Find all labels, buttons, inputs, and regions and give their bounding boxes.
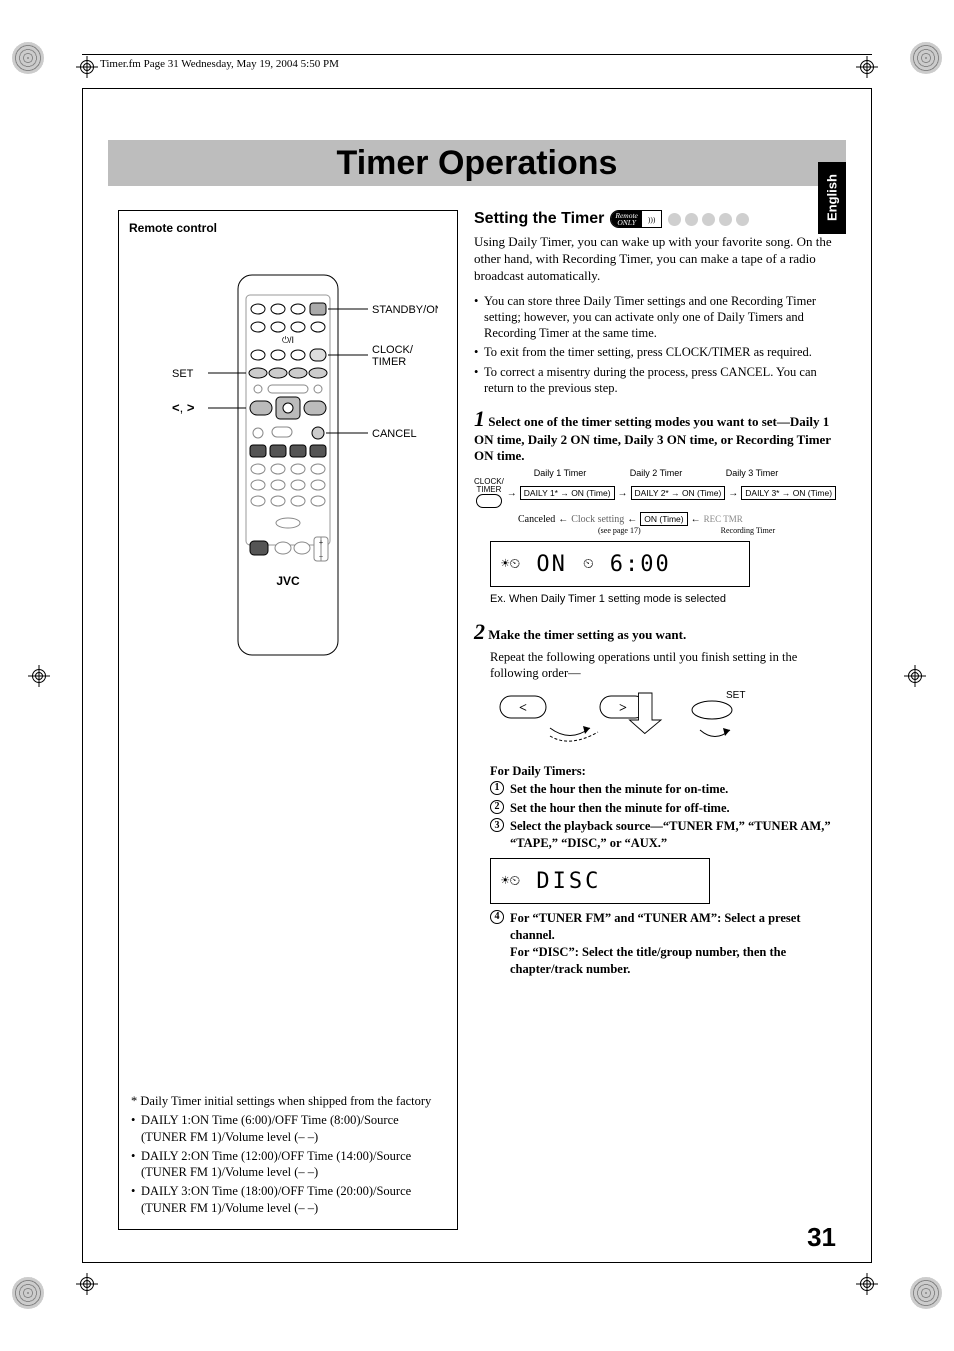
timer-mode-diagram: Daily 1 Timer Daily 2 Timer Daily 3 Time… [474,468,834,535]
crop-mark [12,42,44,74]
for-daily-label: For Daily Timers: [490,764,834,779]
list-item: To correct a misentry during the process… [474,364,834,397]
section-title-text: Setting the Timer [474,210,604,228]
svg-text:CANCEL: CANCEL [372,428,417,440]
timer-icon: ☀⏲ [501,873,520,889]
step-2: 2 Make the timer setting as you want. [474,619,834,645]
timer-icon: ☀⏲ [501,556,520,572]
registration-icon [76,1273,98,1295]
remote-control-box: Remote control ⏻/I [118,210,458,1230]
step-number: 1 [474,406,485,431]
step2-button-diagram: < > SET [490,688,834,756]
lcd-caption: Ex. When Daily Timer 1 setting mode is s… [490,593,834,605]
intro-text: Using Daily Timer, you can wake up with … [474,234,834,285]
registration-icon [28,665,50,687]
svg-text:SET: SET [726,690,745,701]
crop-mark [910,42,942,74]
step-body: Repeat the following operations until yo… [490,649,834,682]
step-number: 2 [474,619,485,644]
svg-text:CLOCK/: CLOCK/ [372,344,414,356]
svg-text:>: > [619,701,627,716]
crop-mark [12,1277,44,1309]
footnote-item: DAILY 2:ON Time (12:00)/OFF Time (14:00)… [131,1148,445,1182]
clock-timer-button-icon [476,494,502,508]
step-title: Select one of the timer setting modes yo… [474,414,831,463]
crop-mark [910,1277,942,1309]
footnote-star: * Daily Timer initial settings when ship… [131,1093,445,1110]
footnote-item: DAILY 1:ON Time (6:00)/OFF Time (8:00)/S… [131,1112,445,1146]
remote-illustration: ⏻/I [129,265,447,685]
page-number: 31 [807,1222,836,1253]
lcd-display: ☀⏲ DISC [490,858,710,904]
svg-text:⏻/I: ⏻/I [282,335,294,345]
lcd-display: ☀⏲ ON ⏲ 6:00 [490,541,750,587]
daily-steps: 4For “TUNER FM” and “TUNER AM”: Select a… [490,910,834,978]
timer-icon: ⏲ [583,556,594,572]
remote-control-heading: Remote control [129,221,447,235]
svg-text:STANDBY/ON: STANDBY/ON [372,304,438,316]
list-item: To exit from the timer setting, press CL… [474,344,834,360]
lcd-source: DISC [536,869,601,894]
registration-icon [904,665,926,687]
header-crop-text: Timer.fm Page 31 Wednesday, May 19, 2004… [100,58,339,70]
svg-text:<: < [519,701,527,716]
registration-icon [76,56,98,78]
page-title: Timer Operations [337,144,618,183]
svg-text:SET: SET [172,368,194,380]
remote-footnote: * Daily Timer initial settings when ship… [131,1093,445,1217]
daily-steps: 1Set the hour then the minute for on-tim… [490,781,834,853]
footnote-item: DAILY 3:ON Time (18:00)/OFF Time (20:00)… [131,1183,445,1217]
step-1: 1 Select one of the timer setting modes … [474,406,834,464]
decorative-dots [668,213,749,226]
section-title: Setting the Timer RemoteONLY))) [474,210,834,228]
svg-text:<, >: <, > [172,400,195,415]
registration-icon [856,1273,878,1295]
list-item: You can store three Daily Timer settings… [474,293,834,342]
remote-only-icon: RemoteONLY))) [610,210,662,228]
title-bar: Timer Operations [108,140,846,186]
svg-text:−: − [319,552,324,561]
lcd-time: 6:00 [610,552,671,577]
lcd-on-label: ON [536,552,567,577]
header-rule [82,54,872,55]
svg-text:TIMER: TIMER [372,356,406,368]
step-title: Make the timer setting as you want. [488,627,686,642]
registration-icon [856,56,878,78]
svg-text:+: + [319,538,324,547]
intro-bullets: You can store three Daily Timer settings… [474,293,834,397]
svg-text:JVC: JVC [276,574,300,588]
